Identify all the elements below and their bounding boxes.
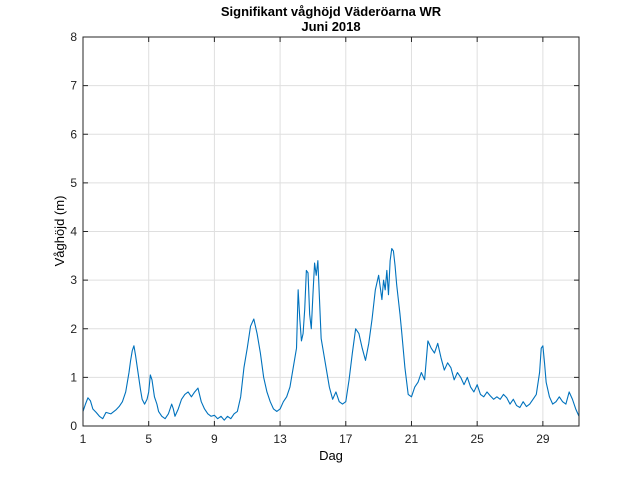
- y-tick-label: 6: [70, 127, 77, 141]
- x-tick-label: 29: [536, 432, 550, 446]
- y-tick-label: 8: [70, 30, 77, 44]
- y-tick-label: 5: [70, 176, 77, 190]
- y-tick-label: 4: [70, 225, 77, 239]
- x-tick-label: 17: [339, 432, 353, 446]
- chart-subtitle: Juni 2018: [301, 19, 360, 34]
- y-tick-label: 1: [70, 370, 77, 384]
- y-axis-label: Våghöjd (m): [52, 196, 67, 267]
- x-axis-label: Dag: [319, 448, 343, 463]
- x-tick-label: 25: [470, 432, 484, 446]
- y-tick-label: 3: [70, 273, 77, 287]
- y-tick-label: 0: [70, 419, 77, 433]
- gridlines: [82, 36, 579, 427]
- x-tick-label: 13: [273, 432, 287, 446]
- x-tick-label: 21: [405, 432, 419, 446]
- x-tick-label: 9: [211, 432, 218, 446]
- plot-frame: [82, 36, 580, 427]
- x-tick-label: 5: [145, 432, 152, 446]
- x-tick-label: 1: [80, 432, 87, 446]
- y-tick-label: 7: [70, 79, 77, 93]
- wave-height-series-line: [82, 247, 580, 421]
- y-tick-label: 2: [70, 322, 77, 336]
- chart-title: Signifikant våghöjd Väderöarna WR: [221, 4, 442, 19]
